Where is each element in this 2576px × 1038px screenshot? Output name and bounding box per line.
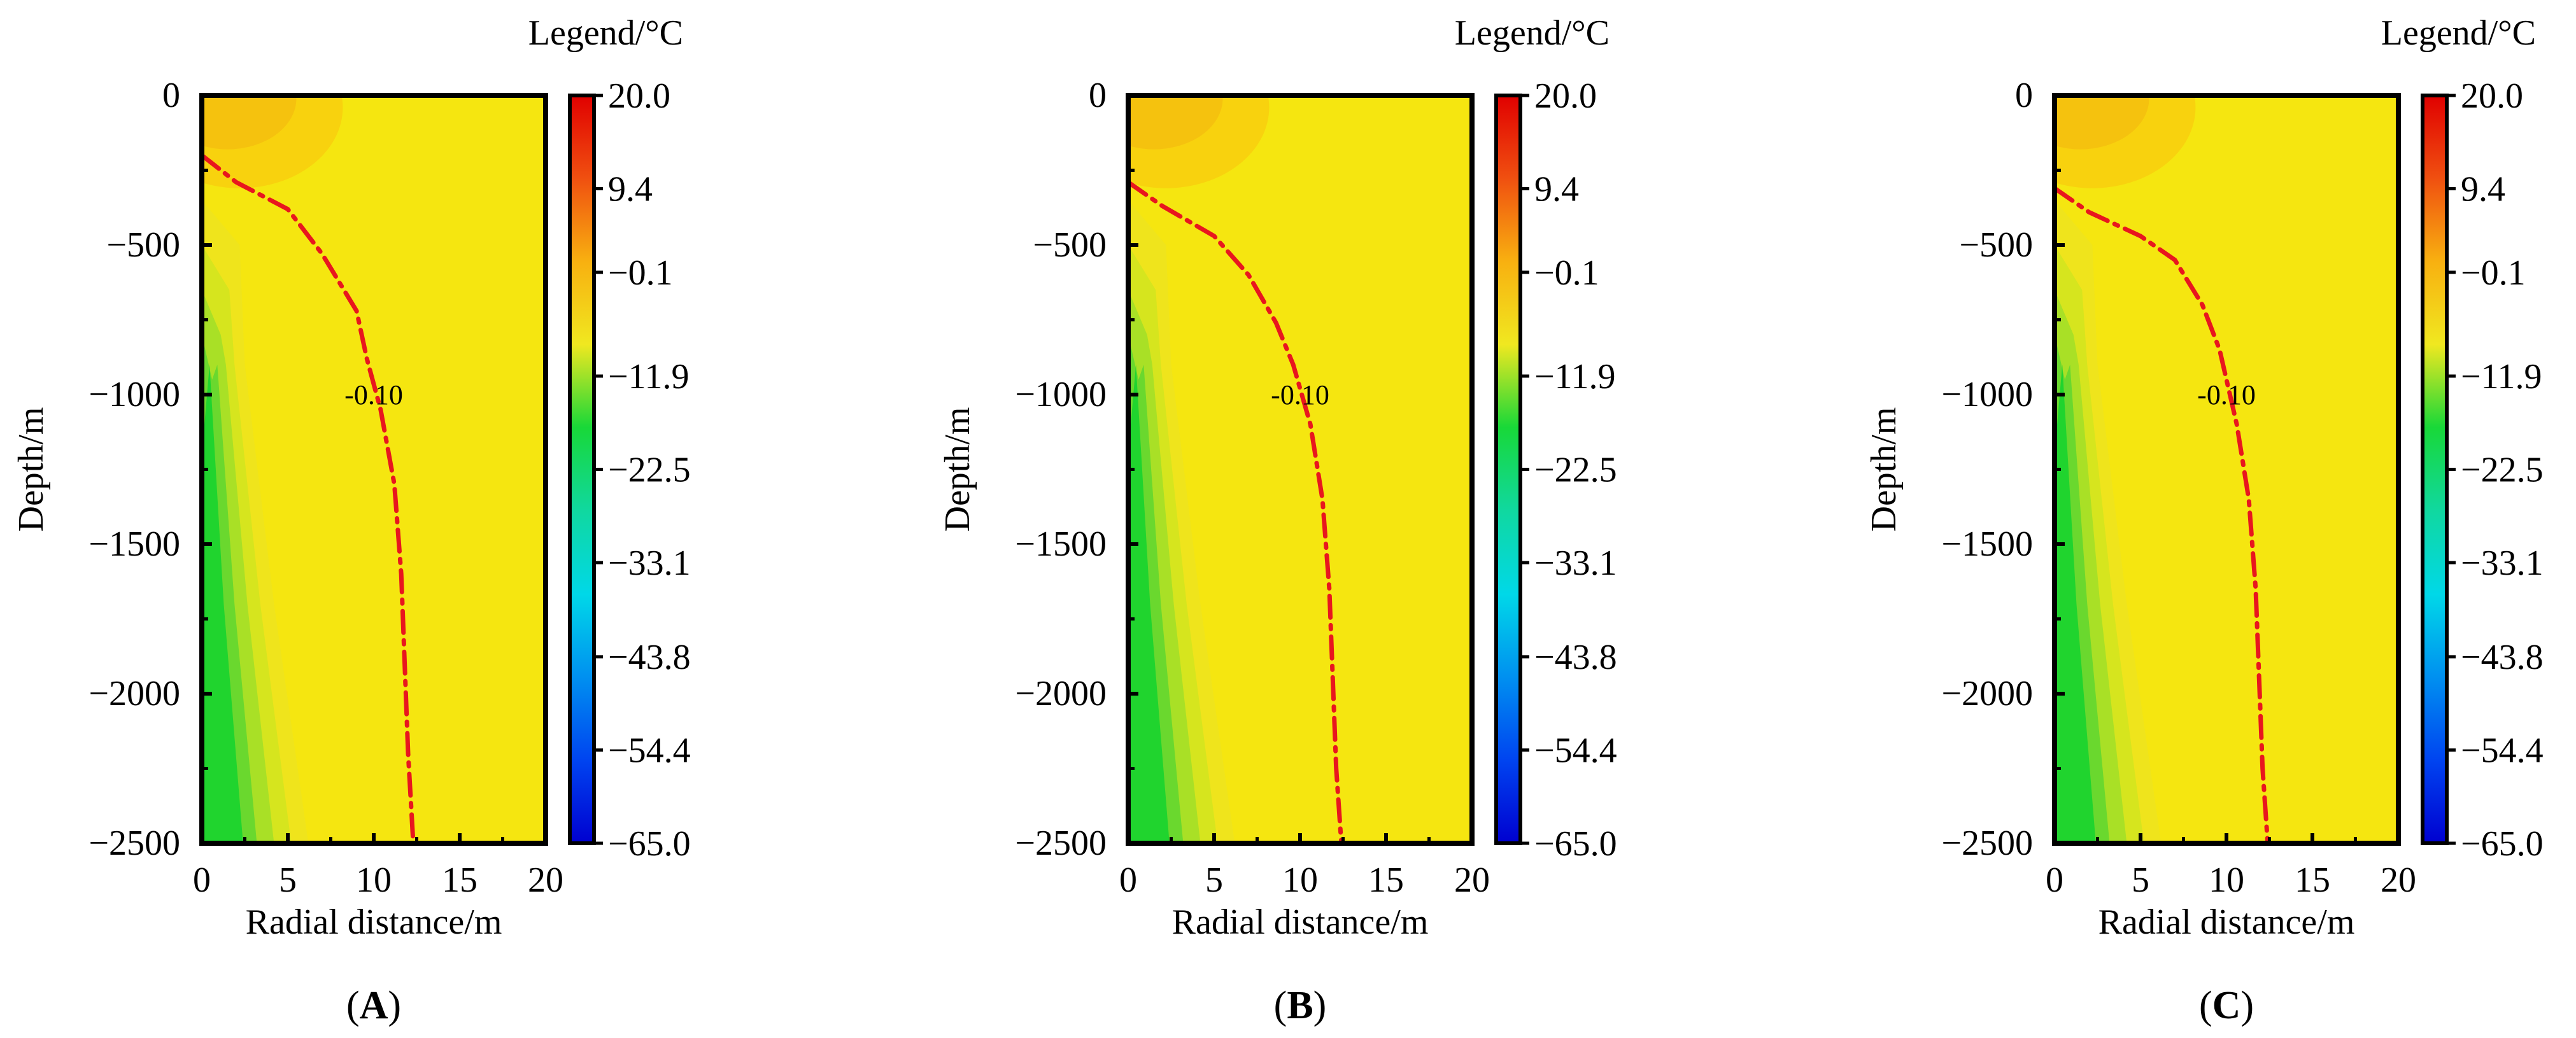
y-tick-label: −1000 [88, 375, 180, 414]
colorbar-title: Legend/°C [1455, 13, 1610, 53]
isotherm-label: -0.10 [2197, 379, 2256, 410]
colorbar-tick-label: −0.1 [2461, 253, 2526, 293]
cold-band-5 [2055, 365, 2096, 843]
panel-b: -0.10 0 −500 −1000 −1500 −2000 −2500 0 5 10 15 20 Ra… [938, 13, 1617, 1027]
colorbar-tick-label: −33.1 [608, 544, 691, 583]
y-tick-label: 0 [1089, 76, 1107, 115]
surface-warm-core [202, 95, 297, 150]
x-tick-label: 5 [1205, 860, 1223, 900]
x-tick-label: 20 [528, 860, 563, 900]
y-tick-label: −1500 [88, 524, 180, 564]
panel-c: -0.10 0 −500 −1000 −1500 −2000 −2500 0 5 10 15 20 Ra… [1864, 13, 2544, 1027]
colorbar [570, 95, 594, 843]
x-tick-label: 15 [2295, 860, 2330, 900]
y-tick-label: −1500 [1015, 524, 1107, 564]
x-tick-label: 10 [1282, 860, 1318, 900]
temperature-field [1128, 95, 1472, 843]
colorbar [2423, 95, 2447, 843]
x-tick-label: 10 [2209, 860, 2244, 900]
x-tick-label: 0 [2046, 860, 2063, 900]
y-axis-title: Depth/m [938, 407, 977, 532]
x-tick-label: 5 [279, 860, 297, 900]
y-axis-title: Depth/m [11, 407, 51, 532]
colorbar-tick-label: −65.0 [2461, 824, 2544, 864]
colorbar-tick-label: −54.4 [2461, 731, 2544, 770]
x-tick-label: 15 [1368, 860, 1404, 900]
x-axis-title: Radial distance/m [246, 902, 502, 942]
y-tick-label: −1000 [1015, 375, 1107, 414]
cold-band-5 [1128, 365, 1170, 843]
y-tick-label: −2500 [1941, 824, 2033, 863]
surface-warm-core [2055, 95, 2149, 150]
colorbar-tick-label: −33.1 [2461, 544, 2544, 583]
y-tick-label: −500 [1959, 225, 2033, 265]
colorbar-tick-label: 20.0 [2461, 76, 2523, 116]
cold-band-5 [202, 365, 243, 843]
panel-label: (C) [2199, 984, 2254, 1027]
isotherm-label: -0.10 [344, 379, 403, 410]
surface-warm-core [1128, 95, 1223, 150]
colorbar-tick-label: −22.5 [608, 451, 691, 490]
y-axis-title: Depth/m [1864, 407, 1904, 532]
x-tick-label: 20 [1454, 860, 1490, 900]
x-tick-label: 10 [356, 860, 392, 900]
colorbar-tick-label: −54.4 [1534, 731, 1617, 770]
temperature-field [2055, 95, 2398, 843]
temperature-field [202, 95, 546, 843]
colorbar-tick-label: −22.5 [2461, 451, 2544, 490]
colorbar-tick-label: −43.8 [2461, 638, 2544, 677]
colorbar-tick-label: −43.8 [608, 638, 691, 677]
colorbar-tick-label: −65.0 [608, 824, 691, 864]
y-tick-label: 0 [162, 76, 180, 115]
colorbar-tick-label: −11.9 [1534, 357, 1616, 396]
y-tick-label: −1500 [1941, 524, 2033, 564]
x-tick-label: 15 [442, 860, 478, 900]
y-tick-label: −500 [1033, 225, 1107, 265]
y-tick-label: −1000 [1941, 375, 2033, 414]
y-tick-label: −2000 [1015, 674, 1107, 713]
isotherm-line [1126, 179, 1344, 846]
colorbar-tick-label: 9.4 [1534, 170, 1579, 209]
isotherm-line [199, 153, 416, 846]
colorbar-tick-label: −22.5 [1534, 451, 1617, 490]
colorbar-tick-label: −33.1 [1534, 544, 1617, 583]
colorbar-tick-label: 9.4 [608, 170, 653, 209]
colorbar-tick-label: −0.1 [1534, 253, 1599, 293]
colorbar-tick-label: −65.0 [1534, 824, 1617, 864]
x-tick-label: 0 [193, 860, 211, 900]
colorbar-tick-label: 20.0 [1534, 76, 1597, 116]
y-tick-label: −2500 [88, 824, 180, 863]
y-tick-label: −500 [106, 225, 180, 265]
isotherm-label: -0.10 [1271, 379, 1329, 410]
x-tick-label: 5 [2132, 860, 2149, 900]
panel-label: (B) [1274, 984, 1327, 1027]
x-axis-title: Radial distance/m [1172, 902, 1429, 942]
colorbar-tick-label: −0.1 [608, 253, 673, 293]
panel-label: (A) [346, 984, 401, 1027]
y-tick-label: 0 [2015, 76, 2033, 115]
x-tick-label: 20 [2381, 860, 2416, 900]
y-tick-label: −2000 [1941, 674, 2033, 713]
x-tick-label: 0 [1119, 860, 1137, 900]
y-tick-label: −2500 [1015, 824, 1107, 863]
x-axis-title: Radial distance/m [2098, 902, 2355, 942]
panel-a: -0.10 0 −500 −1000 −1500 −2000 −2500 0 5 10 15 20 Ra… [11, 13, 691, 1027]
colorbar-tick-label: −54.4 [608, 731, 691, 770]
colorbar-tick-label: 20.0 [608, 76, 670, 116]
colorbar-title: Legend/°C [528, 13, 683, 53]
colorbar-tick-label: −11.9 [608, 357, 690, 396]
colorbar [1496, 95, 1520, 843]
colorbar-tick-label: 9.4 [2461, 170, 2505, 209]
colorbar-tick-label: −43.8 [1534, 638, 1617, 677]
y-tick-label: −2000 [88, 674, 180, 713]
isotherm-line [2052, 186, 2270, 846]
colorbar-title: Legend/°C [2381, 13, 2536, 53]
colorbar-tick-label: −11.9 [2461, 357, 2542, 396]
